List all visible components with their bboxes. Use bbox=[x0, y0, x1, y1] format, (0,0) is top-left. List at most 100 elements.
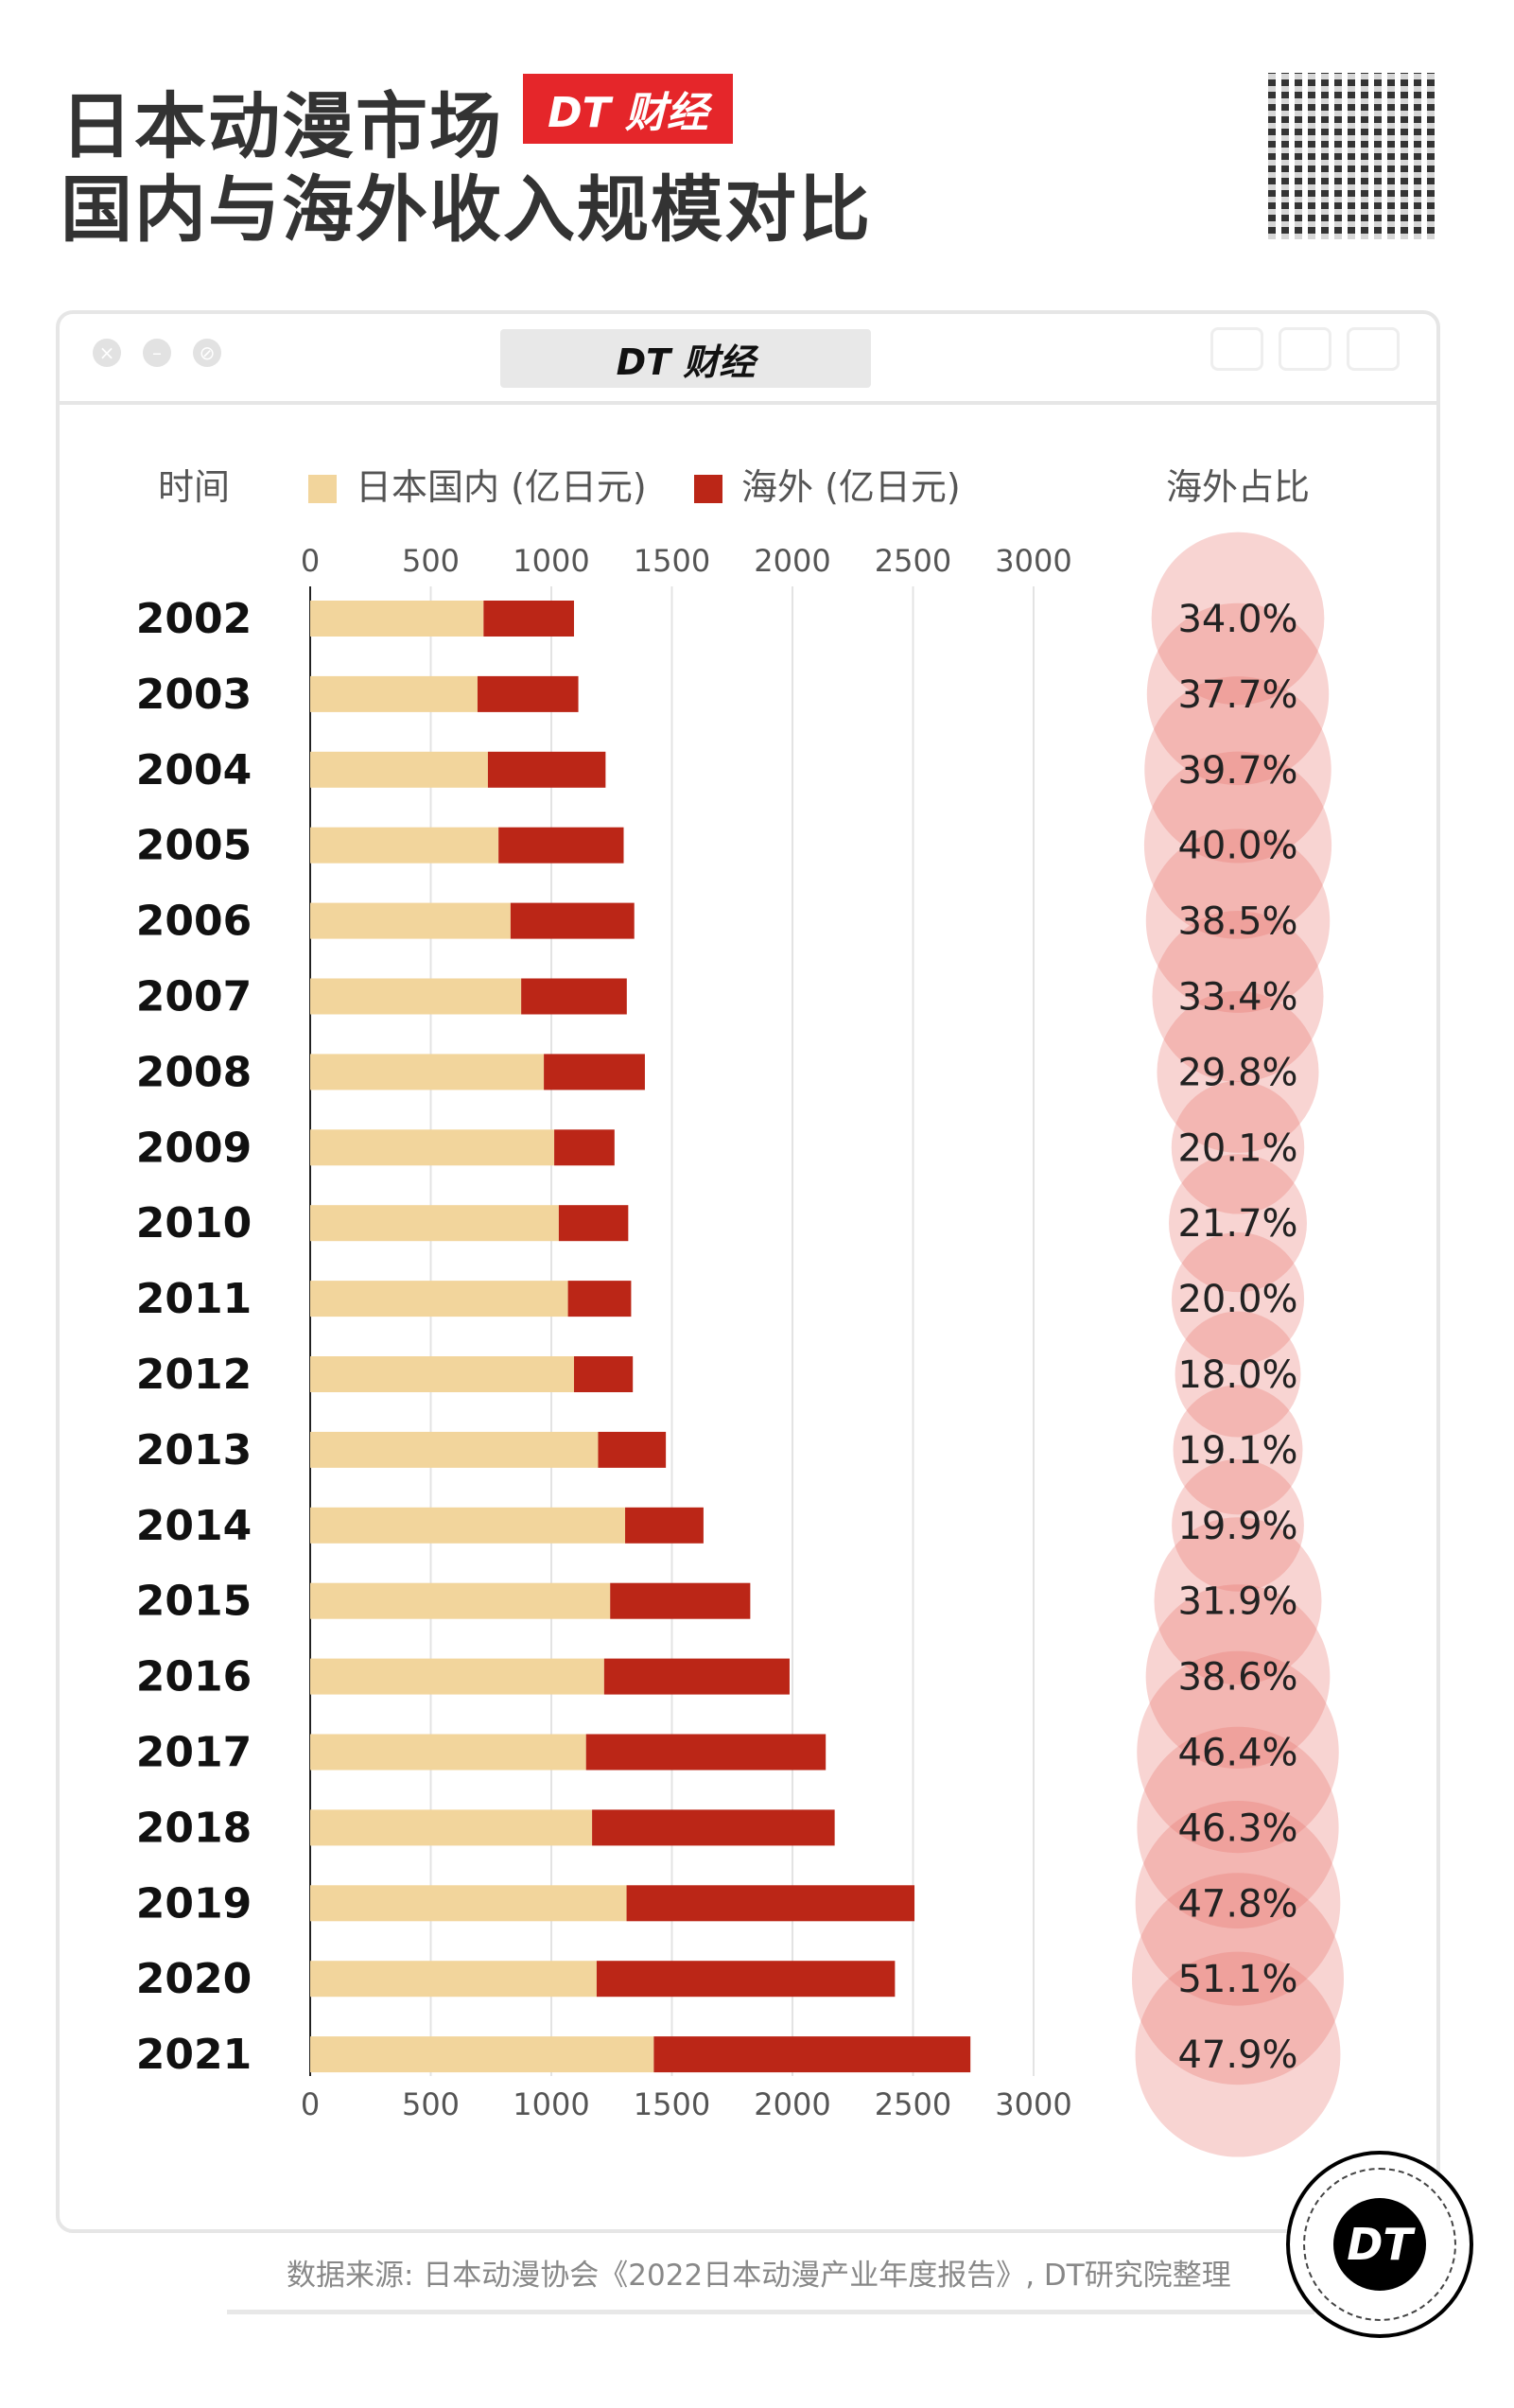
share-circle-2010 bbox=[1169, 1154, 1307, 1293]
bar-overseas-2020 bbox=[596, 1961, 896, 1998]
qr-code-icon bbox=[1268, 73, 1435, 239]
year-label: 2020 bbox=[136, 1955, 252, 2003]
x-tick-bottom: 3000 bbox=[995, 2086, 1071, 2122]
year-label: 2009 bbox=[136, 1124, 252, 1172]
share-circle-2004 bbox=[1144, 676, 1331, 864]
bar-domestic-2011 bbox=[310, 1281, 568, 1317]
x-tick-bottom: 1500 bbox=[634, 2086, 710, 2122]
bar-overseas-2007 bbox=[521, 978, 627, 1015]
bar-overseas-2008 bbox=[544, 1054, 645, 1091]
window-frame: × – ⊘ DT 财经 bbox=[56, 310, 1440, 2233]
year-label: 2021 bbox=[136, 2031, 252, 2079]
bar-overseas-2006 bbox=[510, 902, 635, 939]
year-label: 2003 bbox=[136, 671, 252, 719]
bar-overseas-2003 bbox=[477, 675, 579, 712]
year-label: 2008 bbox=[136, 1048, 252, 1096]
bar-overseas-2005 bbox=[498, 827, 624, 864]
bar-overseas-2002 bbox=[483, 601, 574, 637]
share-label: 47.9% bbox=[1177, 2033, 1297, 2077]
x-tick-top: 1500 bbox=[634, 543, 710, 579]
legend-swatch-overseas bbox=[694, 475, 722, 503]
year-label: 2015 bbox=[136, 1578, 252, 1626]
year-label: 2011 bbox=[136, 1275, 252, 1323]
window-title-bar: × – ⊘ DT 财经 bbox=[60, 314, 1436, 405]
share-circle-2012 bbox=[1175, 1311, 1301, 1438]
bar-domestic-2018 bbox=[310, 1809, 593, 1846]
bar-overseas-2009 bbox=[554, 1129, 615, 1166]
bar-domestic-2020 bbox=[310, 1961, 597, 1998]
dt-logo: DT bbox=[1286, 2151, 1473, 2338]
title-line-1: 日本动漫市场 bbox=[61, 84, 503, 168]
share-label: 20.0% bbox=[1177, 1278, 1297, 1321]
x-tick-top: 2500 bbox=[875, 543, 951, 579]
bar-domestic-2005 bbox=[310, 827, 499, 864]
bar-overseas-2017 bbox=[585, 1734, 827, 1771]
share-label: 37.7% bbox=[1177, 673, 1297, 717]
bar-domestic-2010 bbox=[310, 1205, 559, 1242]
x-tick-bottom: 2500 bbox=[875, 2086, 951, 2122]
bar-domestic-2004 bbox=[310, 751, 488, 788]
share-label: 47.8% bbox=[1177, 1882, 1297, 1926]
copy-icon[interactable] bbox=[1347, 327, 1400, 371]
share-circle-2008 bbox=[1157, 990, 1319, 1153]
share-circle-2017 bbox=[1137, 1650, 1339, 1854]
bar-overseas-2011 bbox=[567, 1281, 632, 1317]
bar-overseas-2013 bbox=[598, 1431, 667, 1468]
share-label: 18.0% bbox=[1177, 1353, 1297, 1397]
x-tick-top: 3000 bbox=[995, 543, 1071, 579]
x-tick-top: 500 bbox=[402, 543, 460, 579]
x-tick-bottom: 2000 bbox=[754, 2086, 830, 2122]
share-label: 31.9% bbox=[1177, 1580, 1297, 1624]
title-line-2: 国内与海外收入规模对比 bbox=[61, 167, 872, 252]
share-label: 46.4% bbox=[1177, 1732, 1297, 1775]
bar-domestic-2006 bbox=[310, 902, 511, 939]
share-circle-2003 bbox=[1146, 602, 1330, 786]
share-circle-2018 bbox=[1137, 1726, 1339, 1929]
share-icon[interactable] bbox=[1279, 327, 1331, 371]
year-label: 2005 bbox=[136, 822, 252, 870]
share-circle-2021 bbox=[1135, 1951, 1341, 2157]
block-icon[interactable]: ⊘ bbox=[193, 339, 221, 367]
year-column-label: 时间 bbox=[158, 466, 230, 508]
minimize-icon[interactable]: – bbox=[143, 339, 171, 367]
x-tick-top: 0 bbox=[301, 543, 320, 579]
close-icon[interactable]: × bbox=[93, 339, 121, 367]
year-label: 2004 bbox=[136, 746, 252, 794]
legend-label-overseas: 海外 (亿日元) bbox=[741, 466, 961, 508]
brand-badge: DT 财经 bbox=[523, 74, 733, 144]
share-label: 34.0% bbox=[1177, 598, 1297, 641]
bar-overseas-2004 bbox=[487, 751, 606, 788]
share-circle-2005 bbox=[1143, 751, 1332, 939]
share-circle-2015 bbox=[1154, 1517, 1322, 1685]
year-label: 2014 bbox=[136, 1502, 252, 1550]
bar-overseas-2010 bbox=[558, 1205, 629, 1242]
bar-overseas-2016 bbox=[603, 1658, 790, 1695]
bar-domestic-2015 bbox=[310, 1582, 611, 1619]
footer-band bbox=[227, 2230, 1314, 2314]
year-label: 2013 bbox=[136, 1426, 252, 1474]
x-tick-bottom: 1000 bbox=[513, 2086, 589, 2122]
window-title: DT 财经 bbox=[500, 329, 871, 388]
record-icon[interactable] bbox=[1210, 327, 1263, 371]
bar-domestic-2003 bbox=[310, 675, 478, 712]
bar-domestic-2009 bbox=[310, 1129, 555, 1166]
x-tick-top: 1000 bbox=[513, 543, 589, 579]
year-label: 2006 bbox=[136, 898, 252, 946]
bar-domestic-2013 bbox=[310, 1431, 599, 1468]
legend-swatch-domestic bbox=[308, 475, 337, 503]
legend-label-domestic: 日本国内 (亿日元) bbox=[356, 466, 647, 508]
share-label: 29.8% bbox=[1177, 1051, 1297, 1094]
bar-domestic-2019 bbox=[310, 1885, 627, 1922]
year-label: 2010 bbox=[136, 1199, 252, 1248]
share-label: 39.7% bbox=[1177, 749, 1297, 793]
bar-domestic-2017 bbox=[310, 1734, 586, 1771]
share-label: 46.3% bbox=[1177, 1806, 1297, 1850]
x-tick-top: 2000 bbox=[754, 543, 830, 579]
bar-domestic-2002 bbox=[310, 601, 484, 637]
year-label: 2002 bbox=[136, 595, 252, 643]
share-circle-2006 bbox=[1145, 829, 1331, 1013]
bar-overseas-2012 bbox=[573, 1356, 634, 1392]
year-label: 2016 bbox=[136, 1653, 252, 1701]
share-circle-2014 bbox=[1172, 1458, 1304, 1592]
